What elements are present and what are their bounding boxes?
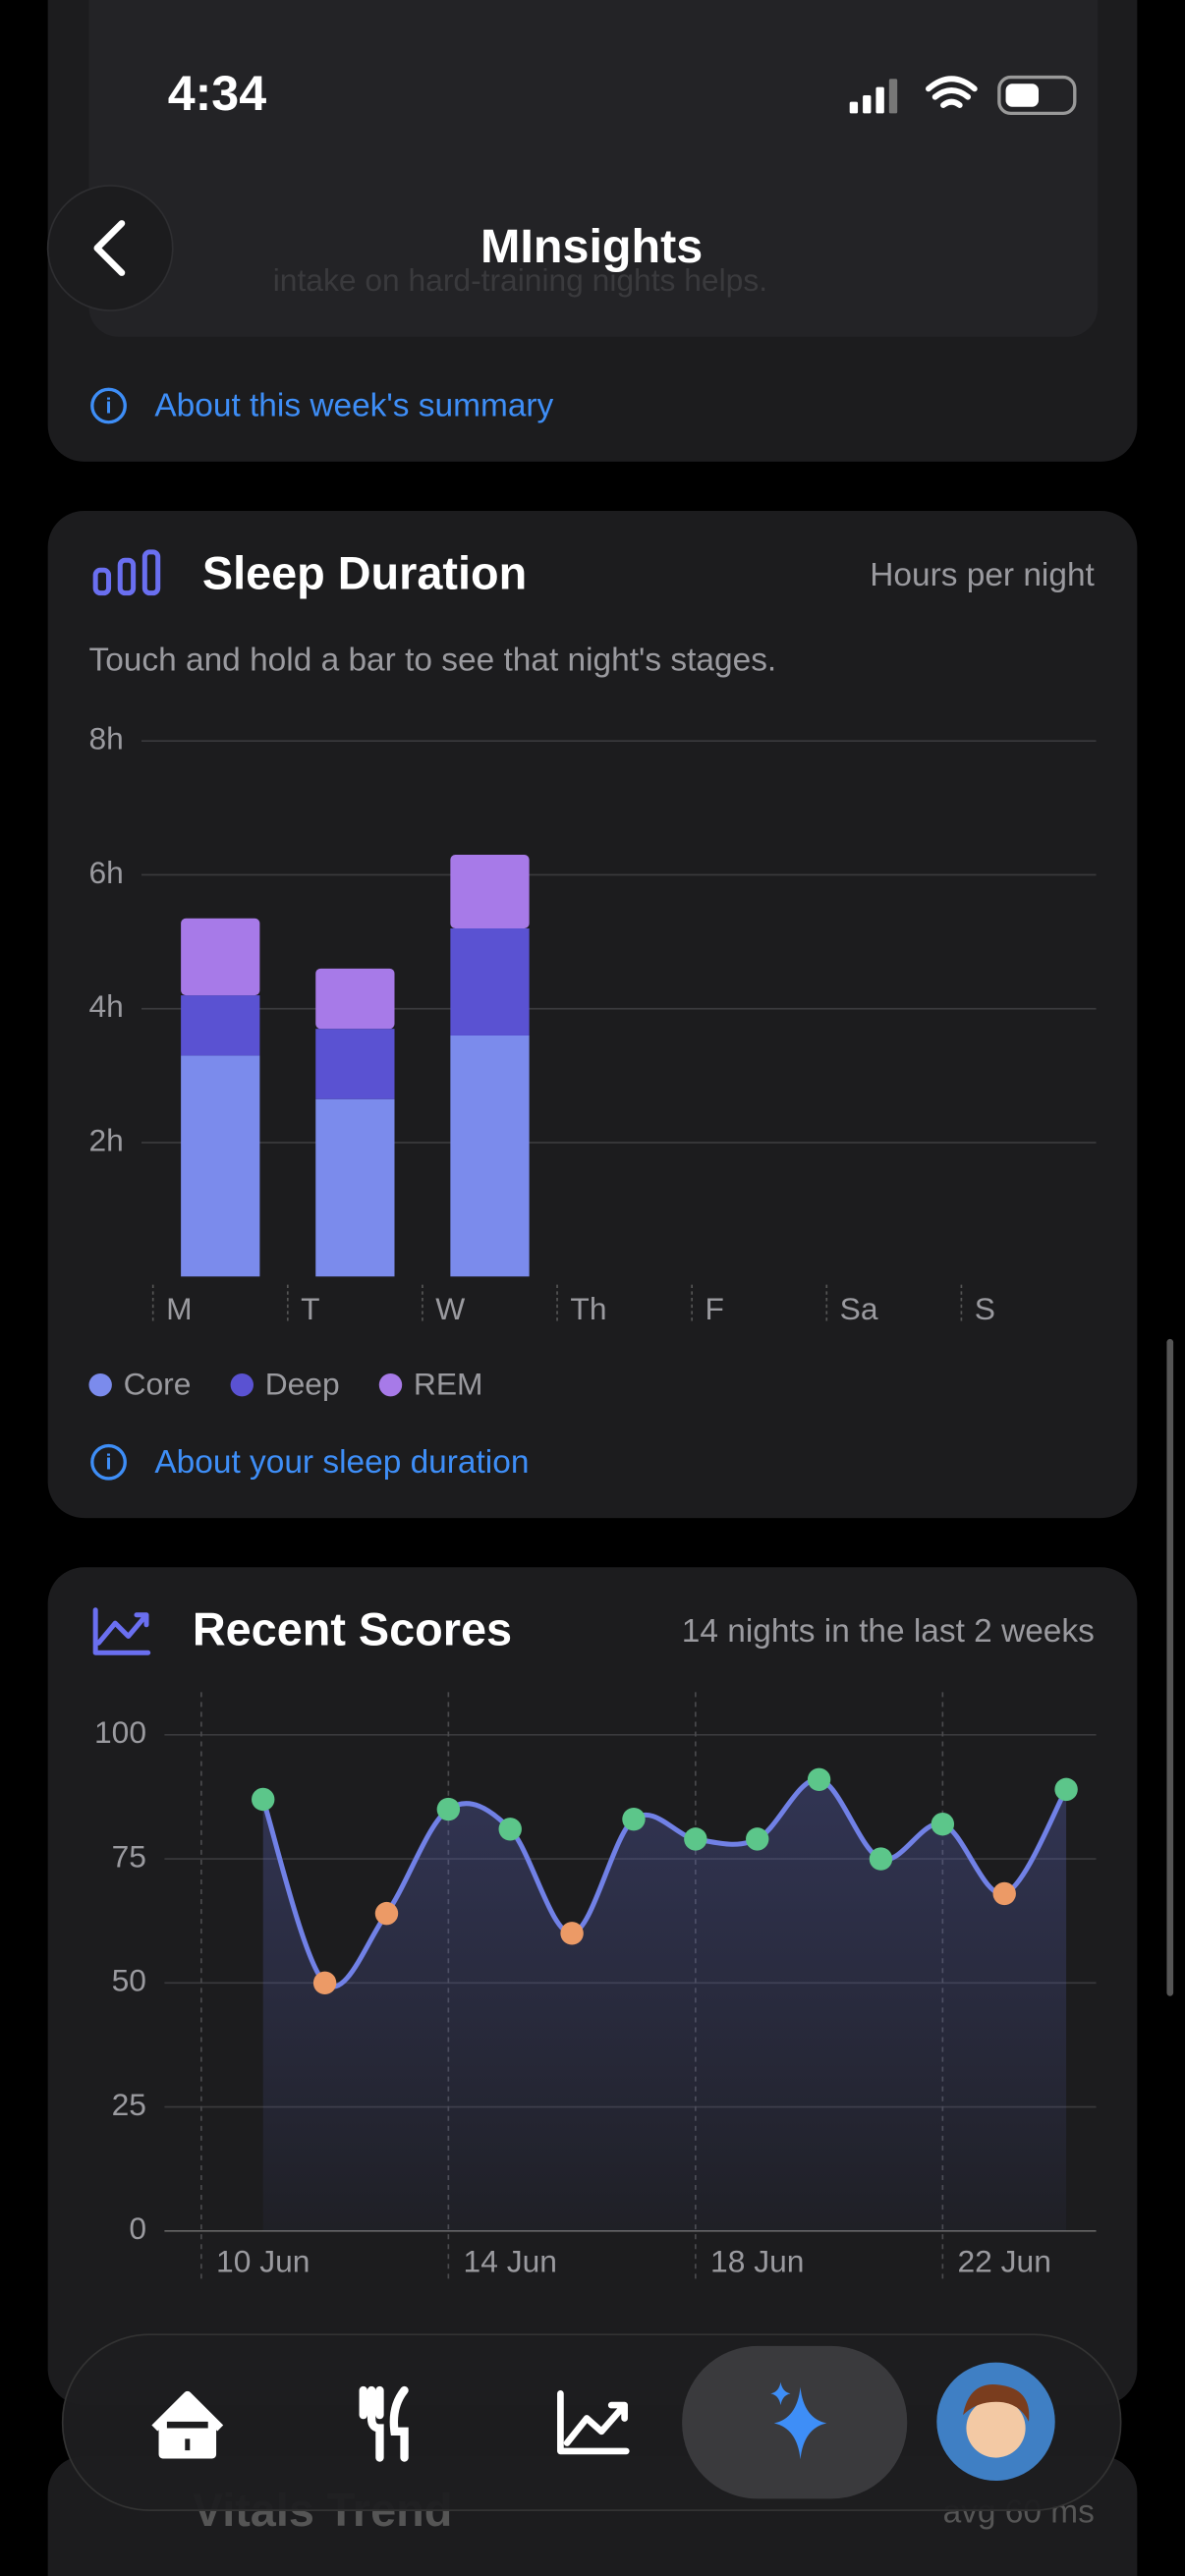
- trend-icon: [92, 1607, 151, 1655]
- sleep-link[interactable]: About your sleep duration: [154, 1444, 529, 1481]
- point: [374, 1901, 399, 1926]
- card-subtitle: 14 nights in the last 2 weeks: [682, 1613, 1095, 1650]
- card-note: Touch and hold a bar to see that night's…: [88, 643, 776, 679]
- x-tick-label: F: [705, 1291, 724, 1326]
- x-tick-label: 10 Jun: [216, 2244, 310, 2279]
- y-tick-label: 75: [112, 1838, 146, 1874]
- bar-segment: [450, 1035, 530, 1277]
- bar-segment: [315, 968, 395, 1030]
- point: [622, 1807, 646, 1831]
- legend-marker: [378, 1372, 403, 1397]
- home-tab[interactable]: [151, 2390, 224, 2459]
- x-tick-label: 14 Jun: [464, 2244, 557, 2279]
- point: [1054, 1777, 1078, 1802]
- bars-icon: [92, 549, 161, 596]
- area: [262, 1779, 1067, 2231]
- x-tick-label: 18 Jun: [710, 2244, 804, 2279]
- summary-inner: [88, 0, 1099, 337]
- wifi-icon: [926, 76, 978, 108]
- x-tick-label: T: [301, 1291, 319, 1326]
- y-tick-label: 25: [112, 2087, 146, 2122]
- summary-link[interactable]: About this week's summary: [154, 388, 553, 424]
- bar-segment: [450, 855, 530, 928]
- info-icon-i: i: [106, 393, 112, 418]
- bar-segment: [181, 1055, 260, 1277]
- back-chevron: [93, 220, 126, 276]
- legend-label: Core: [124, 1367, 192, 1402]
- point: [931, 1813, 955, 1836]
- point: [436, 1797, 461, 1821]
- point: [807, 1767, 831, 1791]
- battery-icon: [997, 75, 1077, 116]
- battery-level: [1005, 84, 1040, 107]
- y-tick-label: 4h: [88, 988, 123, 1024]
- point: [992, 1881, 1016, 1906]
- scrollbar: [1166, 1338, 1174, 1996]
- status-time: 4:34: [168, 66, 266, 121]
- header-title: MInsights: [480, 220, 703, 273]
- y-tick-label: 100: [94, 1714, 146, 1750]
- bar-segment: [315, 1029, 395, 1099]
- scores-chart: 0 25 50 75 100 10 Jun 14 Jun 18 Jun 22 Jun: [94, 1692, 1097, 2281]
- avatar-hair: [963, 2383, 1030, 2422]
- legend-label: REM: [414, 1367, 483, 1402]
- info-icon: [90, 387, 127, 424]
- y-tick-label: 2h: [88, 1122, 123, 1157]
- x-tick-label: S: [975, 1291, 995, 1326]
- bar-segment: [181, 918, 260, 996]
- point: [684, 1827, 707, 1851]
- bar-segment: [181, 995, 260, 1056]
- info-icon-i: i: [106, 1450, 112, 1475]
- card-subtitle: Hours per night: [870, 557, 1095, 593]
- point: [252, 1787, 275, 1812]
- point: [560, 1922, 584, 1945]
- legend-marker: [230, 1372, 254, 1397]
- x-tick-label: Th: [570, 1291, 606, 1326]
- x-tick-label: 22 Jun: [958, 2244, 1051, 2279]
- signal-icon: [849, 79, 898, 114]
- bar-segment: [450, 927, 530, 1036]
- point: [869, 1847, 893, 1871]
- back-button[interactable]: [46, 185, 174, 311]
- avatar-face: [966, 2398, 1026, 2458]
- point: [312, 1971, 337, 1995]
- y-tick-label: 50: [112, 1963, 146, 1998]
- point: [746, 1827, 769, 1851]
- point: [498, 1818, 522, 1841]
- food-tab[interactable]: [359, 2385, 409, 2462]
- bar-segment: [315, 1098, 395, 1277]
- y-tick-label: 0: [129, 2211, 146, 2246]
- card-title: Sleep Duration: [202, 547, 527, 598]
- x-tick-label: Sa: [840, 1291, 878, 1326]
- info-icon: [90, 1443, 127, 1481]
- y-tick-label: 8h: [88, 721, 123, 756]
- y-tick-label: 6h: [88, 855, 123, 890]
- x-tick-label: M: [166, 1291, 192, 1326]
- trends-tab[interactable]: [557, 2390, 630, 2455]
- sparkle-icon: [770, 2381, 827, 2460]
- legend: Core Deep REM: [88, 1367, 482, 1402]
- sleep-chart: 2h 4h 6h 8h M T W Th F Sa S: [88, 721, 1097, 1326]
- card-title: Recent Scores: [193, 1604, 512, 1655]
- legend-label: Deep: [265, 1367, 340, 1402]
- legend-marker: [88, 1372, 112, 1397]
- faded-text: intake on hard-training nights helps.: [273, 262, 767, 298]
- x-tick-label: W: [435, 1291, 465, 1326]
